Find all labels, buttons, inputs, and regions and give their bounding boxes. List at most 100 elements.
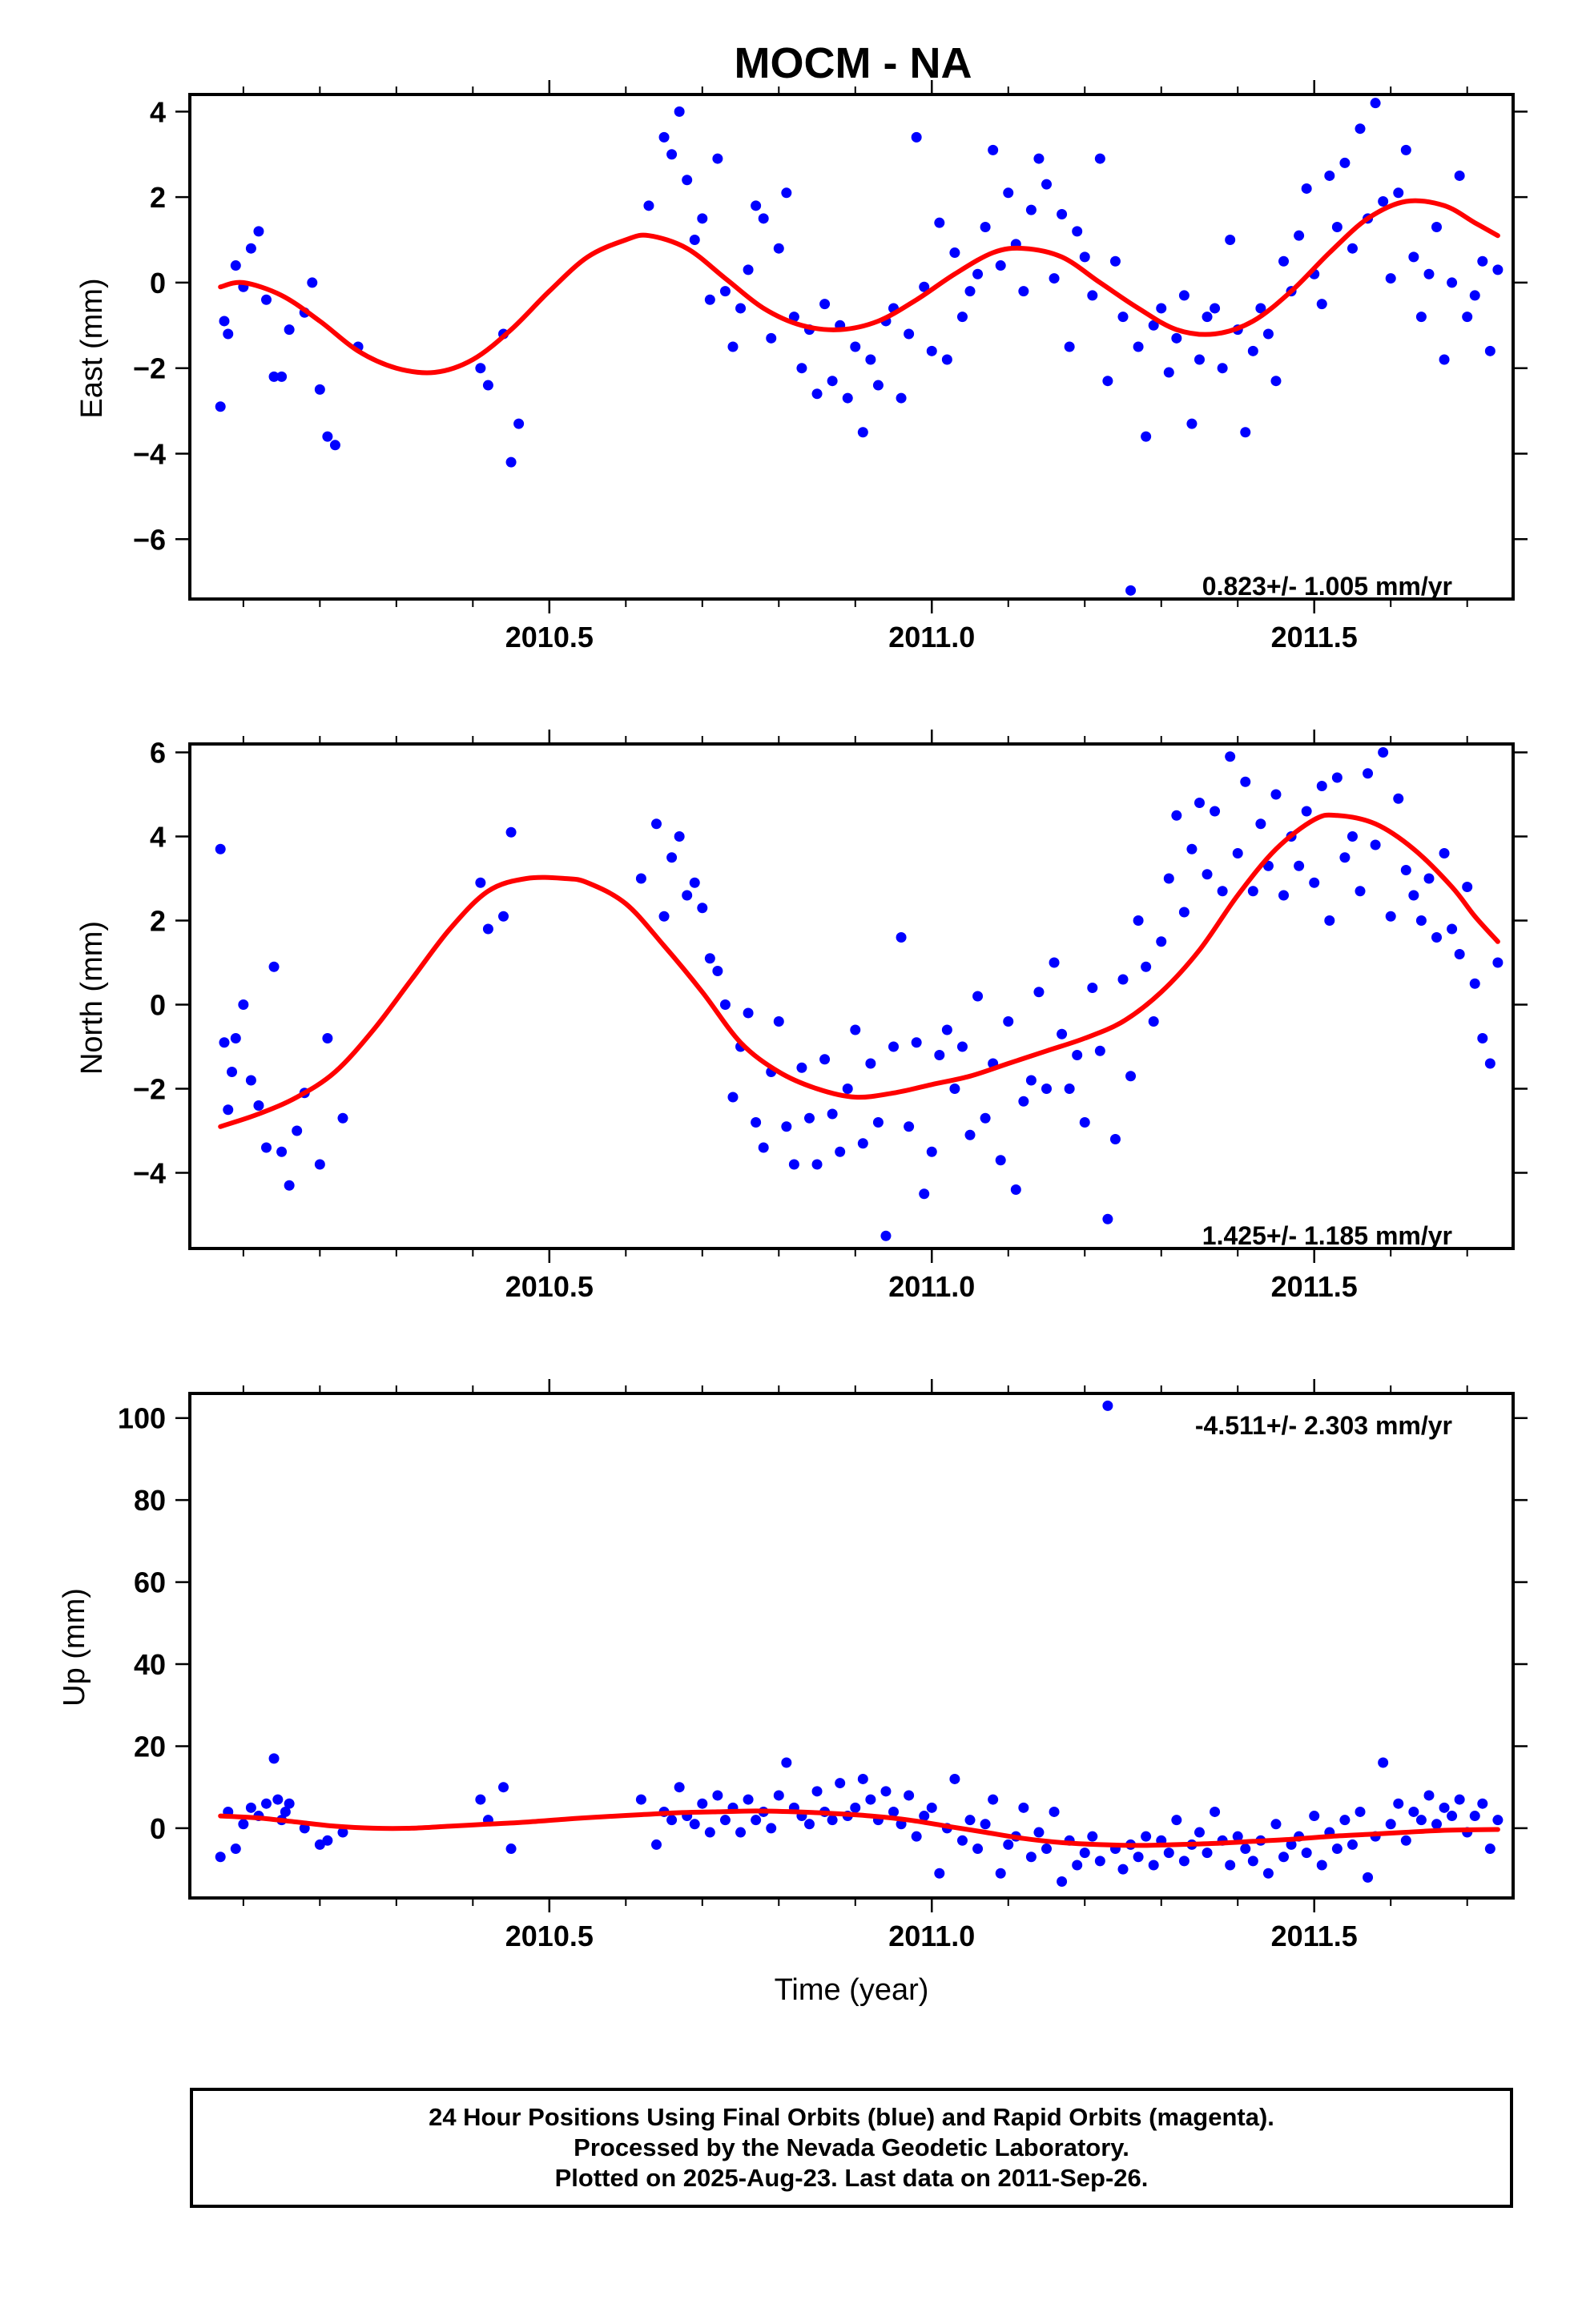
east-data-point [988,144,999,155]
up-data-point [505,1844,517,1855]
north-data-point [835,1146,846,1157]
east-data-point [1117,312,1129,323]
up-data-point [1469,1811,1480,1822]
up-data-point [1041,1844,1053,1855]
up-data-point [280,1806,291,1817]
east-data-point [1270,376,1282,387]
north-data-point [215,843,226,854]
north-data-point [1087,983,1098,993]
north-data-point [1148,1016,1159,1027]
up-data-point [1240,1844,1251,1855]
up-data-point [1385,1819,1396,1830]
east-data-point [307,277,318,288]
north-data-point [811,1159,823,1170]
up-data-point [781,1757,792,1768]
x-axis-label: Time (year) [775,1973,929,2007]
up-data-point [1423,1790,1435,1801]
up-data-point [260,1798,272,1809]
up-data-point [475,1794,486,1805]
up-data-point [1025,1852,1037,1863]
east-data-point [796,363,807,374]
east-data-point [1339,157,1351,168]
east-data-point [827,376,838,387]
east-data-point [842,392,853,404]
up-data-point [964,1815,976,1826]
north-data-point [850,1024,861,1035]
east-data-point [1355,123,1366,135]
east-data-point [1171,332,1182,344]
east-data-point [788,312,799,323]
east-data-point [314,384,325,395]
north-data-point [827,1108,838,1120]
up-data-point [1194,1827,1205,1838]
east-data-point [735,303,747,314]
up-data-point [766,1823,777,1834]
north-data-point [888,1041,900,1052]
up-data-point [704,1827,715,1838]
north-data-point [743,1007,754,1019]
up-data-point [988,1794,999,1805]
up-data-point [1484,1844,1495,1855]
north-model-curve [218,812,1500,1129]
up-data-point [650,1839,662,1850]
north-data-point [322,1033,333,1043]
north-data-point [1133,915,1144,926]
north-data-point [926,1146,937,1157]
east-data-point [682,175,693,186]
up-plot-frame [188,1392,1515,1900]
north-data-point [796,1062,807,1073]
east-data-point [1400,144,1411,155]
up-data-point [811,1786,823,1797]
up-data-point [314,1839,325,1850]
north-x-tick-label: 2011.0 [888,1270,975,1303]
north-data-point [1041,1084,1053,1094]
east-data-point [1194,354,1205,365]
north-data-point [1423,873,1435,884]
north-data-point [1049,957,1060,968]
up-x-tick-label: 2011.0 [888,1920,975,1952]
east-data-point [1294,230,1305,241]
up-data-point [1316,1860,1327,1871]
north-data-point [253,1100,264,1111]
up-data-point [1278,1852,1290,1863]
east-y-tick-label: −6 [133,523,166,556]
up-data-point [284,1798,295,1809]
east-data-point [658,131,670,143]
east-data-point [260,294,272,305]
east-y-tick-label: −4 [133,437,166,470]
north-data-point [635,873,646,884]
east-data-point [666,149,678,160]
east-data-point [1041,179,1053,190]
up-points [215,1400,1504,1888]
north-data-point [697,903,708,914]
north-data-point [1202,869,1213,880]
north-data-point [227,1067,238,1077]
up-panel: 2010.5 2011.0 2011.5 0 20 40 60 80 100 Up (mm) -4.… [58,1379,1528,2007]
north-data-point [682,890,693,901]
north-data-point [1117,974,1129,985]
up-data-point [1408,1806,1419,1817]
north-y-tick-label: 6 [150,737,166,770]
north-data-point [1484,1058,1495,1069]
east-data-point [1125,585,1137,596]
east-data-point [704,294,715,305]
east-data-point [1033,153,1045,164]
up-data-point [751,1815,762,1826]
north-data-point [1033,987,1045,998]
north-data-point [1439,848,1450,858]
east-data-point [513,418,525,429]
north-data-point [1225,751,1236,762]
up-data-point [904,1790,915,1801]
north-data-point [956,1041,968,1052]
north-y-tick-label: 4 [150,821,166,854]
north-data-point [911,1037,922,1048]
east-data-point [964,286,976,297]
up-data-point [1301,1848,1312,1859]
up-data-point [803,1819,815,1830]
up-data-point [1309,1811,1320,1822]
north-data-point [1163,873,1174,884]
east-data-point [1025,204,1037,215]
east-data-point [643,200,654,211]
north-data-point [1301,806,1312,817]
north-data-point [819,1054,831,1065]
